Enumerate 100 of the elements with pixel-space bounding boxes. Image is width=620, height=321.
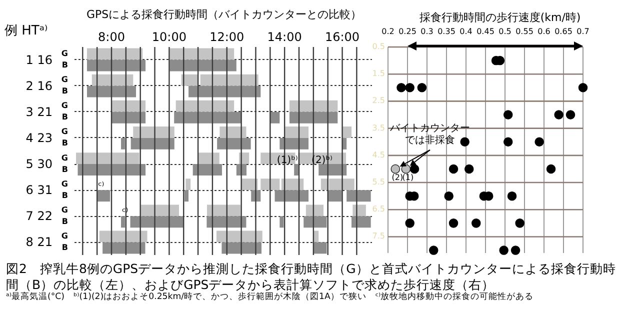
bar — [130, 138, 174, 150]
y-tick-label: 8 21 — [26, 235, 52, 250]
y-tick-label: 3.5 — [372, 123, 385, 132]
x-tick-label: 0.65 — [554, 27, 572, 36]
bar — [274, 190, 309, 202]
x-tick-label: 0.2 — [382, 27, 394, 36]
point — [410, 164, 420, 174]
y-tick-label: 3 21 — [26, 104, 52, 119]
y-tick-label: 2 16 — [26, 78, 52, 93]
text: G — [61, 127, 68, 136]
point — [503, 137, 513, 146]
y-tick-label: 7 22 — [26, 209, 52, 224]
point — [417, 83, 427, 92]
x-tick-label: 0.6 — [538, 27, 550, 36]
point — [429, 246, 438, 255]
y-tick-label: 7.5 — [372, 232, 385, 241]
text: G — [61, 75, 68, 84]
y-tick-label: 6.5 — [372, 204, 385, 214]
bar — [289, 100, 338, 112]
text: B — [62, 86, 68, 96]
annotation: (1) — [402, 172, 414, 182]
text: B — [62, 138, 68, 148]
bar — [102, 242, 146, 254]
bar — [86, 48, 143, 60]
x-tick-label: 0.25 — [398, 27, 416, 36]
bar — [281, 178, 304, 190]
bar — [217, 138, 251, 150]
point — [578, 83, 588, 92]
caption: 図2 搾乳牛8例のGPSデータから推測した採食行動時間（G）と首式バイトカウンターによる採食行動時間（B）の比較（左）、およびGPSデータから表計算ソフトで求めた歩行速度（右） — [6, 261, 616, 292]
text: B — [62, 190, 68, 200]
text: B — [62, 242, 68, 252]
x-tick-label: 8:00 — [98, 30, 125, 44]
x-tick-label: 0.45 — [476, 27, 494, 36]
y-tick-label: 4 23 — [26, 130, 52, 145]
bar — [140, 204, 179, 216]
x-tick-label: 0.4 — [460, 27, 472, 36]
bar — [133, 126, 174, 138]
point — [566, 110, 576, 120]
chart-title: 採食行動時間の歩行速度(km/時) — [418, 10, 582, 25]
bar — [121, 138, 126, 150]
bar — [186, 178, 191, 190]
text: G — [61, 231, 68, 240]
annotation: ᶜ⁾ — [98, 181, 104, 192]
point — [396, 83, 406, 92]
point — [534, 137, 544, 146]
bar — [181, 74, 198, 86]
bar — [200, 74, 258, 86]
bar — [328, 190, 342, 202]
bar — [260, 178, 280, 190]
x-tick-label: 0.3 — [420, 27, 434, 36]
x-tick-label: 16:00 — [324, 30, 360, 44]
y-tick-label: 1.5 — [372, 69, 385, 78]
point — [554, 110, 564, 120]
bar — [76, 152, 140, 164]
bar — [285, 126, 309, 138]
bar — [130, 216, 184, 228]
x-tick-label: 10:00 — [152, 30, 186, 44]
point — [515, 218, 524, 228]
bar — [222, 242, 262, 254]
text: G — [61, 179, 68, 188]
bar — [206, 204, 240, 216]
bar — [289, 112, 338, 124]
bar — [176, 100, 234, 112]
point — [401, 164, 411, 174]
point — [499, 246, 508, 255]
bar — [188, 86, 261, 98]
y-tick-label: 4.5 — [372, 150, 385, 160]
x-tick-label: 12:00 — [210, 30, 244, 44]
bar — [184, 190, 189, 202]
bar — [294, 164, 298, 176]
bar — [198, 152, 220, 164]
y-tick-label: 2.5 — [372, 96, 385, 106]
bar — [86, 86, 136, 98]
y-axis-title: 例 HTᵃ⁾ — [4, 24, 48, 38]
y-tick-label: 0.5 — [372, 42, 385, 51]
text: B — [62, 112, 68, 122]
text: B — [62, 216, 68, 226]
point — [546, 164, 556, 174]
point — [390, 164, 400, 174]
bar — [352, 216, 371, 228]
annotation: (2) — [392, 172, 404, 182]
bar — [346, 190, 371, 202]
text: G — [61, 49, 68, 58]
x-tick-label: 0.5 — [498, 27, 512, 36]
x-tick-label: 0.35 — [438, 27, 456, 36]
y-tick-label: 5 30 — [26, 157, 52, 172]
text: B — [62, 60, 68, 70]
point — [448, 164, 458, 174]
series-label: B — [62, 164, 68, 174]
bar — [170, 60, 236, 72]
chart-title: GPSによる採食行動時間（バイトカウンターとの比較） — [86, 8, 362, 21]
point — [464, 164, 474, 174]
bar — [342, 126, 352, 138]
point — [472, 218, 481, 228]
x-tick-label: 14:00 — [267, 30, 302, 44]
bar — [112, 112, 146, 124]
bar — [78, 164, 146, 176]
point — [444, 191, 454, 201]
point — [460, 137, 470, 146]
point — [507, 191, 517, 201]
